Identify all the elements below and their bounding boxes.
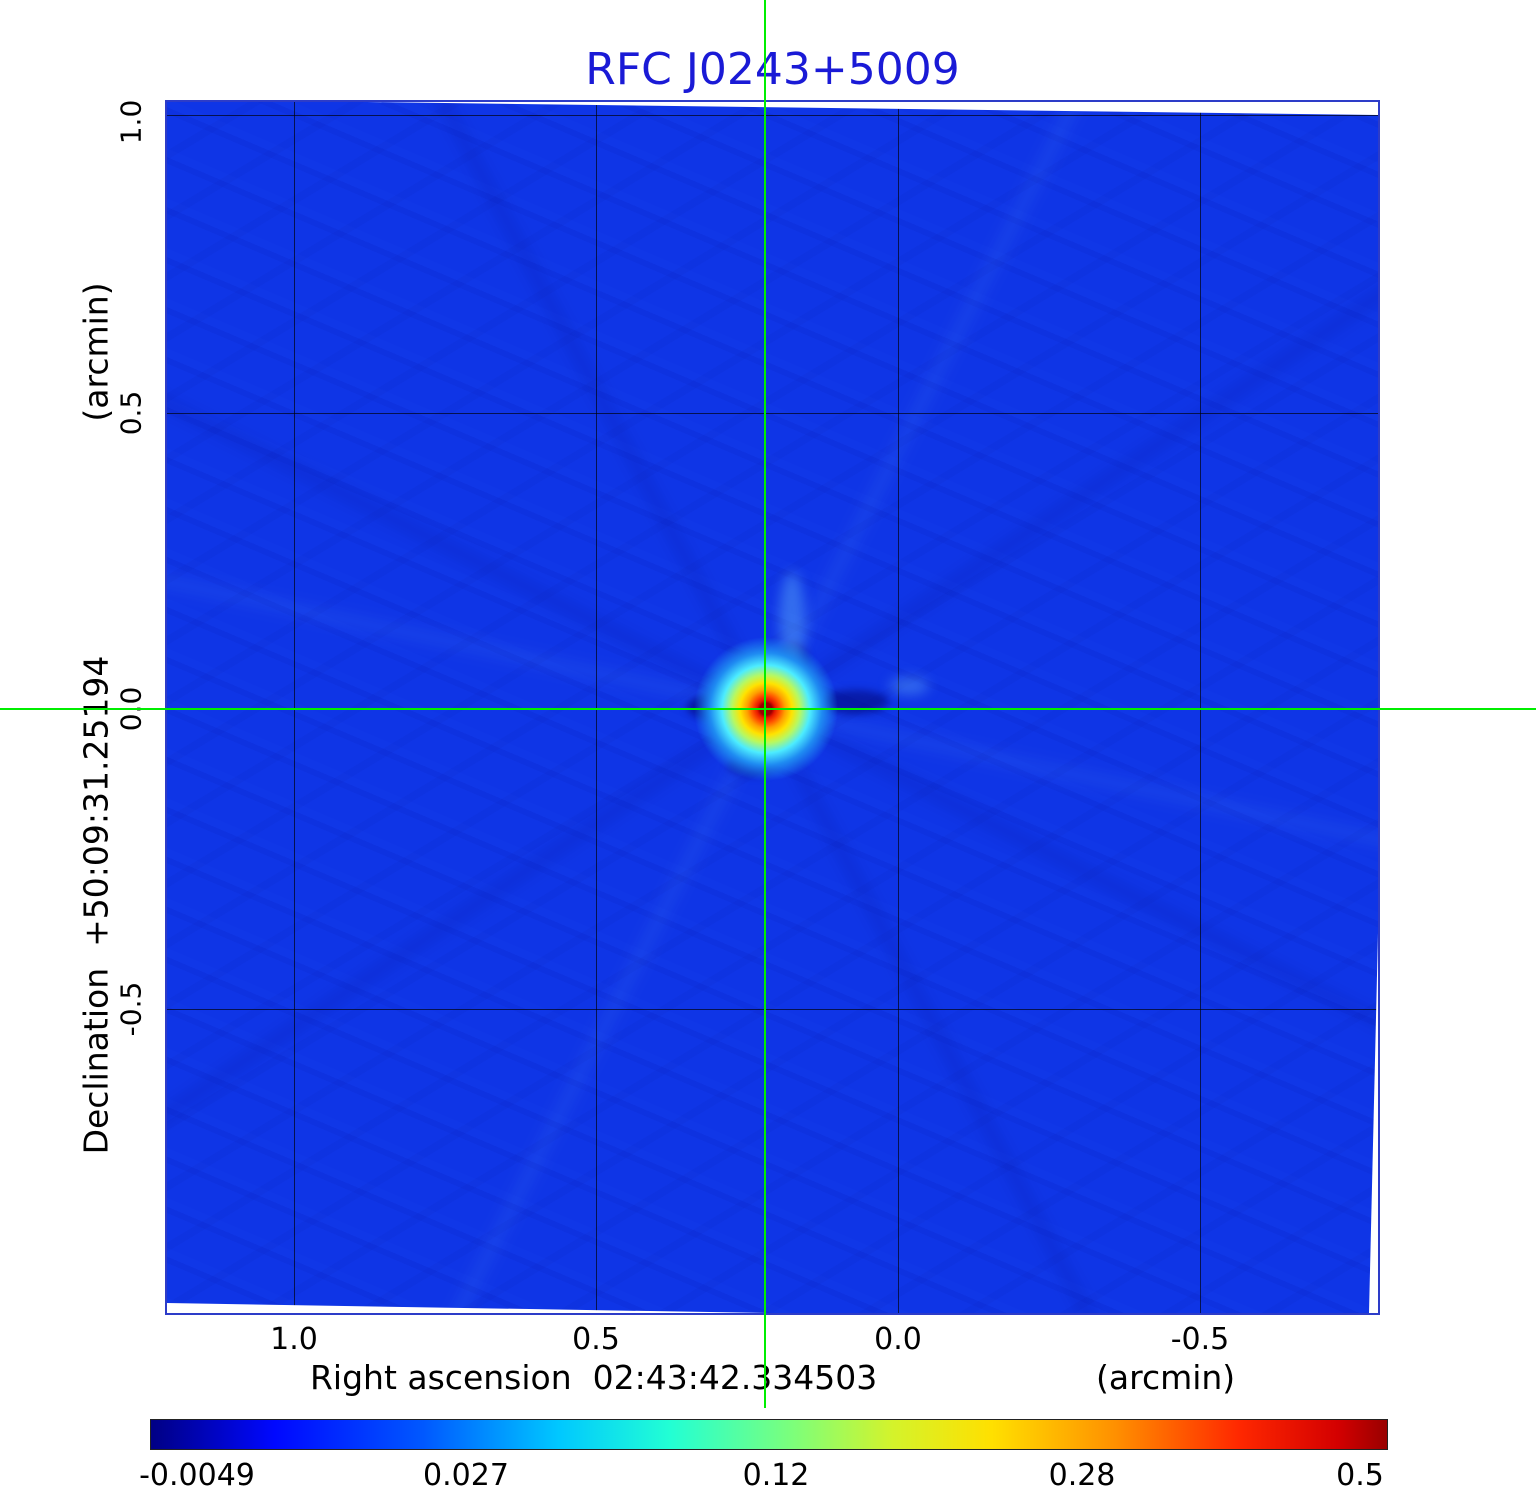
x-tick-label: -0.5 bbox=[1170, 1322, 1230, 1357]
colorbar bbox=[150, 1419, 1388, 1450]
page-title: RFC J0243+5009 bbox=[585, 44, 960, 95]
gridline-x bbox=[294, 102, 295, 1313]
x-tick-label: 0.5 bbox=[572, 1322, 620, 1357]
image-edge-sliver bbox=[1369, 933, 1378, 1313]
y-axis-label: Declination +50:09:31.25194 bbox=[76, 655, 116, 1155]
colorbar-tick-label: 0.5 bbox=[1336, 1458, 1384, 1493]
gridline-x bbox=[596, 102, 597, 1313]
sidelobe-plume bbox=[889, 677, 929, 695]
y-tick-label: 0.5 bbox=[114, 390, 148, 436]
colorbar-tick-label: 0.027 bbox=[423, 1458, 509, 1493]
colorbar-tick-label: -0.0049 bbox=[139, 1458, 255, 1493]
crosshair-vertical-line bbox=[764, 0, 766, 1408]
y-tick-label: 1.0 bbox=[114, 99, 148, 145]
colorbar-tick-label: 0.12 bbox=[742, 1458, 810, 1493]
x-tick-label: 0.0 bbox=[874, 1322, 922, 1357]
x-axis-unit: (arcmin) bbox=[1096, 1358, 1236, 1397]
y-axis-unit: (arcmin) bbox=[76, 282, 116, 422]
gridline-x bbox=[898, 102, 899, 1313]
gridline-y bbox=[167, 413, 1378, 414]
x-tick-label: 1.0 bbox=[270, 1322, 318, 1357]
image-edge-sliver bbox=[167, 1303, 767, 1313]
crosshair-horizontal-line bbox=[0, 708, 1536, 710]
gridline-y bbox=[167, 1009, 1378, 1010]
gridline-x bbox=[1200, 102, 1201, 1313]
colorbar-tick-label: 0.28 bbox=[1048, 1458, 1116, 1493]
heatmap-panel bbox=[165, 100, 1380, 1315]
gridline-y bbox=[167, 115, 1378, 116]
x-axis-label: Right ascension 02:43:42.334503 bbox=[310, 1358, 878, 1397]
y-tick-label: -0.5 bbox=[114, 981, 148, 1037]
